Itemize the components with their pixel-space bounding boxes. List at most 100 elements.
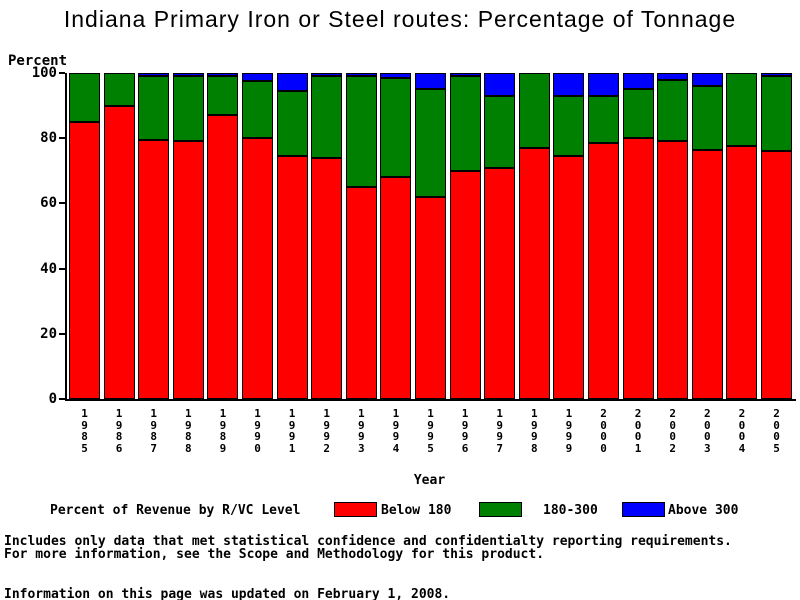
bar-1998-180-300 bbox=[518, 73, 550, 148]
bar-1986-180-300 bbox=[103, 73, 135, 106]
legend-label-180-300: 180-300 bbox=[543, 503, 598, 518]
bar-2005-below-180 bbox=[761, 151, 792, 399]
y-tick-mark-20 bbox=[59, 332, 65, 335]
y-tick-label-40: 40 bbox=[40, 260, 57, 277]
bar-1996-above-300 bbox=[449, 73, 481, 77]
bar-1992-180-300 bbox=[311, 76, 343, 158]
x-tick-label-1990: 1 9 9 0 bbox=[254, 407, 261, 455]
bar-1985-180-300 bbox=[69, 73, 100, 122]
y-tick-label-80: 80 bbox=[40, 130, 57, 147]
bar-1992-below-180 bbox=[311, 157, 343, 399]
legend-swatch-above-300 bbox=[622, 502, 665, 517]
bar-2002-above-300 bbox=[657, 73, 689, 80]
bar-2000-180-300 bbox=[588, 95, 619, 144]
x-tick-label-1997: 1 9 9 7 bbox=[496, 407, 503, 455]
y-tick-label-100: 100 bbox=[31, 65, 57, 81]
x-tick-label-2001: 2 0 0 1 bbox=[634, 407, 642, 455]
bar-1988-below-180 bbox=[172, 141, 204, 399]
bar-2001-180-300 bbox=[622, 89, 654, 139]
bar-1985-below-180 bbox=[69, 121, 100, 399]
x-tick-label-1995: 1 9 9 5 bbox=[427, 407, 434, 455]
x-tick-label-2005: 2 0 0 5 bbox=[773, 407, 780, 455]
x-tick-label-2002: 2 0 0 2 bbox=[669, 407, 676, 455]
x-tick-label-2004: 2 0 0 4 bbox=[738, 407, 746, 455]
bar-1991-below-180 bbox=[276, 156, 308, 399]
x-tick-label-1986: 1 9 8 6 bbox=[115, 407, 123, 455]
bar-1989-180-300 bbox=[207, 76, 239, 116]
bar-1989-below-180 bbox=[207, 115, 239, 399]
bar-1988-above-300 bbox=[172, 73, 204, 77]
legend-swatch-180-300 bbox=[479, 502, 522, 517]
bar-1999-below-180 bbox=[553, 156, 585, 399]
bar-1986-below-180 bbox=[103, 105, 135, 399]
bar-2004-180-300 bbox=[726, 73, 758, 147]
bar-2003-above-300 bbox=[691, 73, 723, 87]
plot-area bbox=[65, 73, 796, 401]
bar-1990-below-180 bbox=[242, 138, 273, 399]
x-tick-label-1996: 1 9 9 6 bbox=[461, 407, 469, 455]
footnote-line-2: For more information, see the Scope and … bbox=[4, 547, 545, 562]
bar-1990-180-300 bbox=[242, 81, 273, 139]
bar-2005-180-300 bbox=[761, 76, 792, 152]
bar-1995-below-180 bbox=[415, 196, 446, 399]
bar-1989-above-300 bbox=[207, 73, 239, 77]
bar-1992-above-300 bbox=[311, 73, 343, 77]
bar-1999-180-300 bbox=[553, 95, 585, 157]
bar-1987-above-300 bbox=[138, 73, 170, 77]
bar-2003-180-300 bbox=[691, 86, 723, 150]
bar-1987-below-180 bbox=[138, 139, 170, 399]
bar-1987-180-300 bbox=[138, 76, 170, 140]
bar-1994-above-300 bbox=[380, 73, 412, 78]
bar-1994-below-180 bbox=[380, 177, 412, 399]
bar-2005-above-300 bbox=[761, 73, 792, 77]
bar-1997-below-180 bbox=[484, 167, 516, 399]
y-axis-title: Percent bbox=[8, 53, 68, 69]
bar-1991-above-300 bbox=[276, 73, 308, 91]
bar-2000-above-300 bbox=[588, 73, 619, 96]
y-tick-mark-80 bbox=[59, 137, 65, 140]
bar-1993-above-300 bbox=[345, 73, 377, 77]
updated-date-note: Information on this page was updated on … bbox=[4, 587, 451, 600]
y-tick-mark-0 bbox=[59, 398, 65, 400]
y-tick-mark-60 bbox=[59, 202, 65, 205]
x-tick-label-1985: 1 9 8 5 bbox=[81, 407, 88, 455]
x-tick-label-1999: 1 9 9 9 bbox=[565, 407, 573, 455]
chart-title: Indiana Primary Iron or Steel routes: Pe… bbox=[63, 6, 737, 32]
bar-2001-above-300 bbox=[622, 73, 654, 90]
bar-1995-above-300 bbox=[415, 73, 446, 90]
bar-2001-below-180 bbox=[622, 138, 654, 399]
y-tick-mark-100 bbox=[59, 72, 65, 74]
legend-label-above-300: Above 300 bbox=[668, 503, 739, 518]
legend-swatch-below-180 bbox=[334, 502, 377, 517]
y-tick-label-0: 0 bbox=[48, 391, 57, 407]
bar-1993-below-180 bbox=[345, 187, 377, 399]
x-tick-label-1988: 1 9 8 8 bbox=[184, 407, 192, 455]
bar-1997-above-300 bbox=[484, 73, 516, 96]
x-tick-label-1991: 1 9 9 1 bbox=[288, 407, 296, 455]
x-tick-label-2000: 2 0 0 0 bbox=[600, 407, 607, 455]
footnote-line-1: Includes only data that met statistical … bbox=[4, 534, 732, 549]
x-tick-label-1993: 1 9 9 3 bbox=[357, 407, 365, 455]
bar-1996-180-300 bbox=[449, 76, 481, 171]
x-tick-label-1989: 1 9 8 9 bbox=[219, 407, 227, 455]
bar-1998-below-180 bbox=[518, 147, 550, 399]
bar-1999-above-300 bbox=[553, 73, 585, 96]
y-tick-label-20: 20 bbox=[40, 325, 57, 342]
bar-1997-180-300 bbox=[484, 95, 516, 168]
x-tick-label-1998: 1 9 9 8 bbox=[530, 407, 538, 455]
legend-title: Percent of Revenue by R/VC Level bbox=[50, 503, 301, 518]
bar-2002-180-300 bbox=[657, 79, 689, 142]
bar-1995-180-300 bbox=[415, 89, 446, 197]
legend-label-below-180: Below 180 bbox=[381, 503, 452, 518]
bar-1996-below-180 bbox=[449, 170, 481, 399]
bar-2003-below-180 bbox=[691, 149, 723, 399]
bar-1988-180-300 bbox=[172, 76, 204, 142]
y-tick-mark-40 bbox=[59, 267, 65, 270]
x-tick-label-2003: 2 0 0 3 bbox=[703, 407, 711, 455]
bar-1990-above-300 bbox=[242, 73, 273, 82]
bar-1994-180-300 bbox=[380, 77, 412, 178]
x-tick-label-1994: 1 9 9 4 bbox=[392, 407, 400, 455]
bar-1991-180-300 bbox=[276, 90, 308, 157]
x-axis-title: Year bbox=[413, 473, 446, 488]
